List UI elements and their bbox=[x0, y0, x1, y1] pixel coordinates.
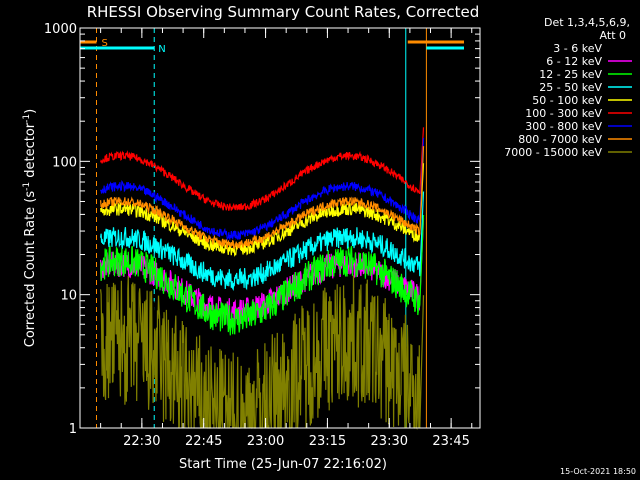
y-tick-labels: 1 10 100 1000 bbox=[44, 22, 77, 437]
x-tick-labels: 22:30 22:45 23:00 23:15 23:30 23:45 bbox=[123, 434, 470, 449]
axes bbox=[79, 27, 481, 429]
x-tick-label-4: 23:30 bbox=[371, 434, 408, 449]
series-line-8 bbox=[100, 275, 425, 430]
flag-label-N: N bbox=[158, 44, 165, 55]
y-tick-label-0: 1 bbox=[69, 422, 77, 437]
series-line-7 bbox=[100, 146, 425, 251]
legend-label-5: 100 - 300 keV bbox=[525, 107, 602, 120]
y-tick-label-1: 10 bbox=[60, 289, 77, 304]
y-tick-label-3: 1000 bbox=[44, 22, 77, 37]
series-line-3 bbox=[100, 191, 425, 291]
x-tick-label-0: 22:30 bbox=[123, 434, 160, 449]
plot-frame bbox=[79, 27, 481, 429]
count-rate-series bbox=[100, 127, 425, 430]
y-tick-label-2: 100 bbox=[52, 155, 77, 170]
x-tick-label-2: 23:00 bbox=[247, 434, 284, 449]
y-axis-label: Corrected Count Rate (s-1 detector-1) bbox=[22, 109, 38, 347]
legend-label-8: 7000 - 15000 keV bbox=[504, 146, 602, 159]
x-tick-label-5: 23:45 bbox=[432, 434, 469, 449]
series-line-2 bbox=[100, 214, 425, 336]
chart-title: RHESSI Observing Summary Count Rates, Co… bbox=[87, 3, 480, 21]
series-line-5 bbox=[100, 127, 425, 212]
series-line-6 bbox=[100, 137, 425, 242]
legend-label-7: 800 - 7000 keV bbox=[518, 133, 602, 146]
flag-label-S: S bbox=[101, 38, 107, 49]
attenuator-flags: SN bbox=[80, 38, 464, 55]
legend-label-4: 50 - 100 keV bbox=[532, 94, 602, 107]
legend-label-1: 6 - 12 keV bbox=[546, 55, 602, 68]
legend-label-3: 25 - 50 keV bbox=[539, 81, 602, 94]
legend-label-0: 3 - 6 keV bbox=[553, 42, 602, 55]
legend-label-6: 300 - 800 keV bbox=[525, 120, 602, 133]
legend-header-line2: Att 0 bbox=[600, 29, 626, 42]
legend-label-2: 12 - 25 keV bbox=[539, 68, 602, 81]
legend-header-line1: Det 1,3,4,5,6,9, bbox=[544, 16, 630, 29]
x-tick-label-3: 23:15 bbox=[309, 434, 346, 449]
x-tick-label-1: 22:45 bbox=[185, 434, 222, 449]
x-axis-label: Start Time (25-Jun-07 22:16:02) bbox=[179, 457, 387, 472]
generation-timestamp: 15-Oct-2021 18:50 bbox=[560, 467, 636, 476]
